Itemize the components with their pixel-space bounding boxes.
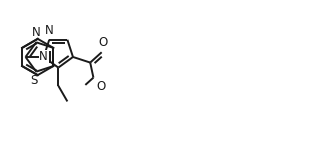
Text: N: N (39, 51, 48, 63)
Text: O: O (96, 81, 105, 93)
Text: S: S (31, 75, 38, 87)
Text: N: N (32, 26, 41, 39)
Text: N: N (45, 24, 54, 37)
Text: O: O (98, 36, 107, 49)
